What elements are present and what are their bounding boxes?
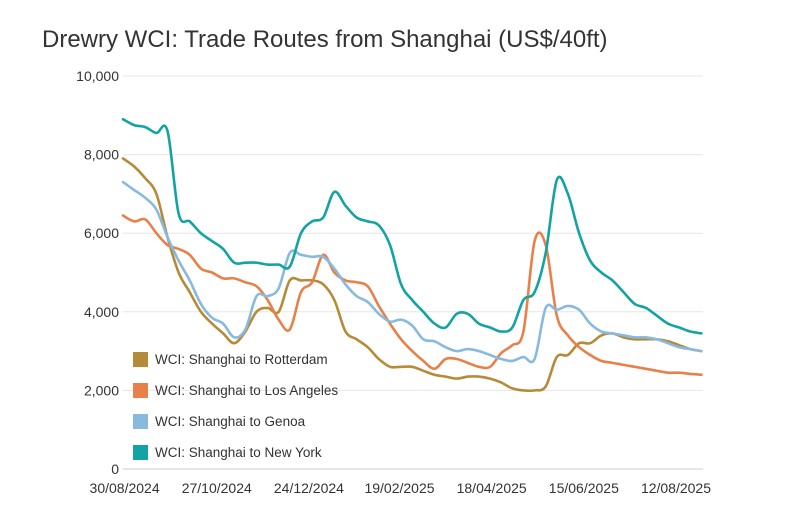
- x-tick-label: 15/06/2025: [549, 480, 619, 496]
- series-line: [121, 117, 703, 335]
- y-tick-label: 6,000: [84, 225, 119, 241]
- y-tick-label: 4,000: [84, 304, 119, 320]
- y-tick-label: 10,000: [76, 68, 119, 84]
- x-tick-label: 12/08/2025: [641, 480, 711, 496]
- series-line: [121, 180, 703, 364]
- legend: WCI: Shanghai to Rotterdam WCI: Shanghai …: [133, 352, 338, 460]
- legend-swatch: [133, 414, 148, 429]
- legend-swatch: [133, 445, 148, 460]
- y-tick-label: 0: [111, 461, 119, 477]
- x-axis-ticks: 30/08/2024 27/10/2024 24/12/2024 19/02/2025…: [90, 480, 712, 496]
- x-tick-label: 27/10/2024: [182, 480, 252, 496]
- x-tick-label: 18/04/2025: [457, 480, 527, 496]
- legend-label: WCI: Shanghai to Rotterdam: [155, 352, 328, 367]
- series-lines: [121, 117, 703, 393]
- series-line: [121, 157, 703, 393]
- grid-lines: [123, 75, 703, 470]
- x-tick-label: 19/02/2025: [364, 480, 434, 496]
- legend-swatch: [133, 383, 148, 398]
- legend-label: WCI: Shanghai to Genoa: [155, 414, 306, 429]
- x-tick-label: 30/08/2024: [90, 480, 160, 496]
- y-axis-ticks: 0 2,000 4,000 6,000 8,000 10,000: [76, 68, 119, 477]
- chart-title: Drewry WCI: Trade Routes from Shanghai (…: [42, 26, 608, 53]
- x-tick-label: 24/12/2024: [274, 480, 344, 496]
- series-line: [121, 214, 703, 376]
- legend-swatch: [133, 352, 148, 367]
- legend-label: WCI: Shanghai to Los Angeles: [155, 383, 338, 398]
- y-tick-label: 8,000: [84, 147, 119, 163]
- y-tick-label: 2,000: [84, 382, 119, 398]
- legend-label: WCI: Shanghai to New York: [155, 445, 322, 460]
